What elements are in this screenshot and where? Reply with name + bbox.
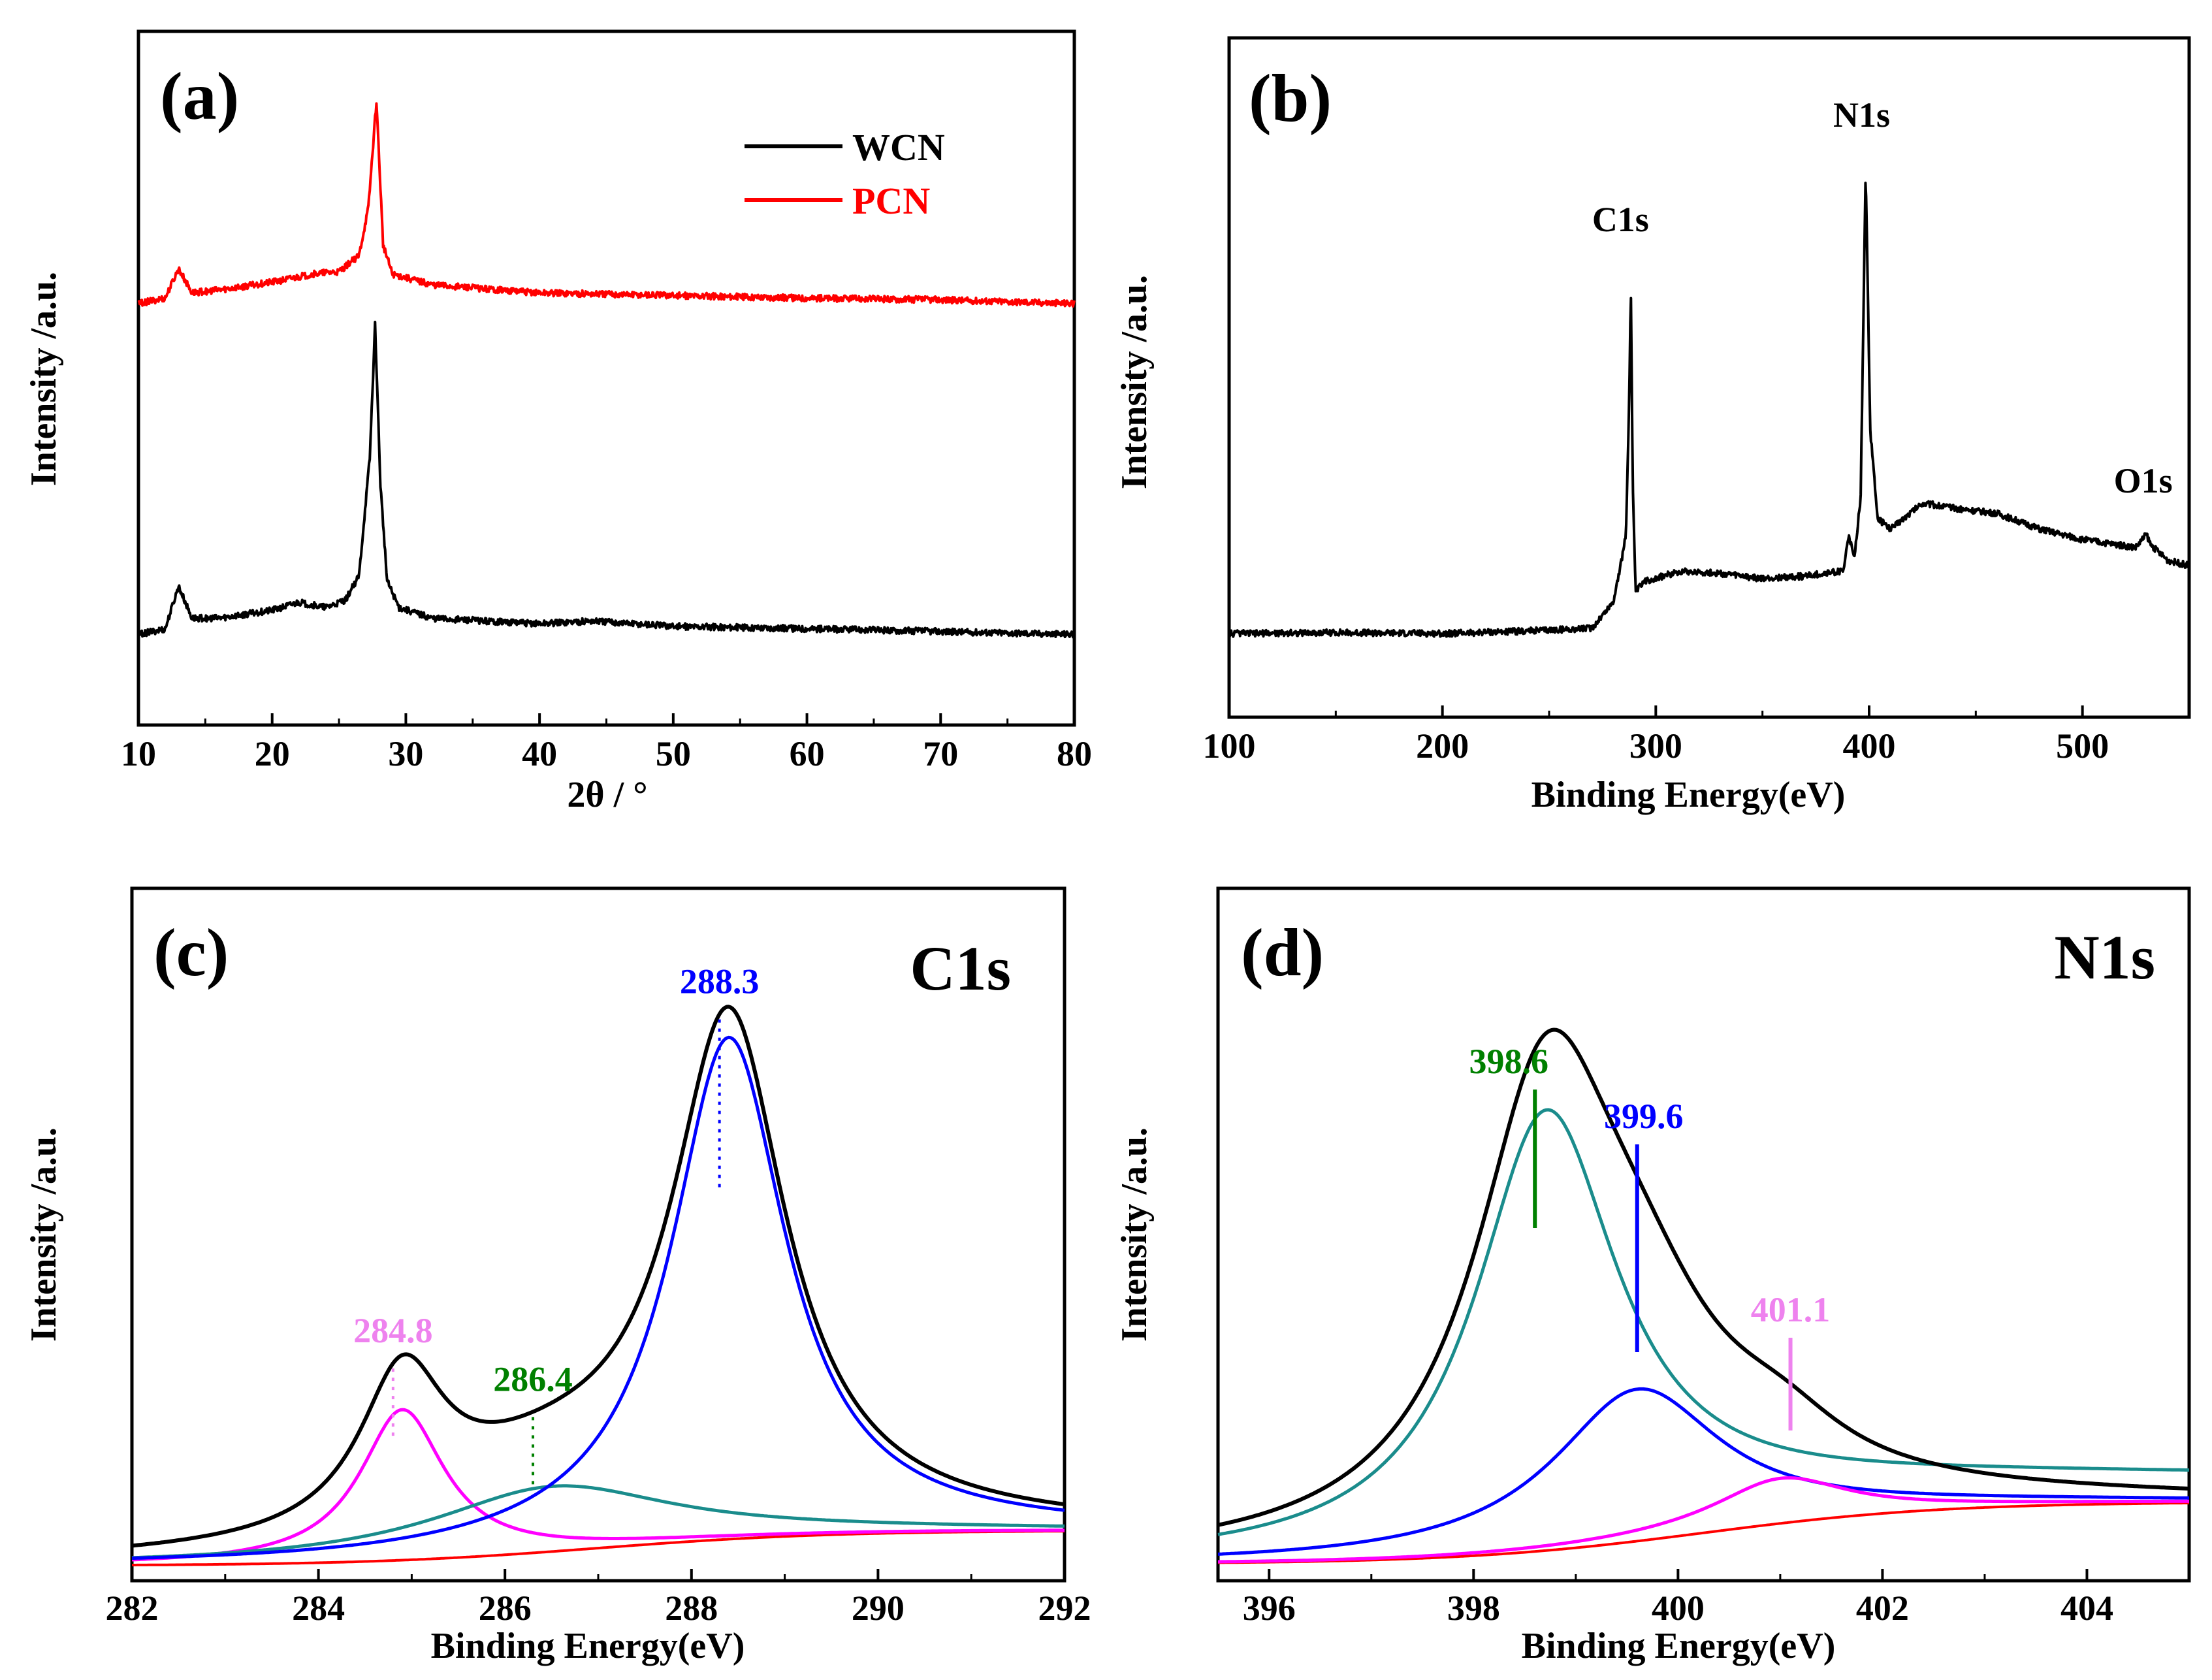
- x-tick-label: 400: [1843, 726, 1896, 766]
- series-line-survey: [1228, 182, 2190, 638]
- background-line: [1218, 1502, 2189, 1564]
- panel-d-letter: (d): [1241, 915, 1324, 990]
- x-tick-label: 70: [923, 734, 958, 773]
- series-line-pcn: [137, 102, 1076, 308]
- panel-c-y-axis-title: Intensity /a.u.: [24, 1127, 64, 1342]
- x-tick-label: 20: [255, 734, 290, 773]
- panel-b-x-axis-title: Binding Energy(eV): [1531, 775, 1846, 815]
- component-c-c: [131, 1408, 1065, 1562]
- x-tick-label: 300: [1629, 726, 1682, 766]
- component-n-c-3: [1217, 1387, 2189, 1556]
- legend-label-wcn: WCN: [852, 126, 945, 169]
- peak-label-398-6: 398.6: [1469, 1042, 1548, 1081]
- component-c-n: [131, 1484, 1065, 1560]
- panel-c-c1s: 282 284 286 288 290 292 284.8 286.4 288.3 (c) C…: [24, 886, 1091, 1666]
- peak-label-401-1: 401.1: [1751, 1290, 1831, 1329]
- panel-d-title: N1s: [2054, 922, 2155, 992]
- panel-d-y-axis-title: Intensity /a.u.: [1114, 1127, 1155, 1342]
- peak-label-399-6: 399.6: [1604, 1097, 1684, 1136]
- peak-annotation-c1s: C1s: [1592, 200, 1649, 239]
- x-tick-label: 30: [388, 734, 423, 773]
- x-tick-label: 290: [852, 1589, 905, 1628]
- x-tick-label: 100: [1203, 726, 1256, 766]
- panel-b-tick-labels: 100 200 300 400 500: [1203, 705, 2109, 766]
- x-tick-label: 404: [2060, 1589, 2113, 1628]
- x-tick-label: 286: [479, 1589, 532, 1628]
- panel-d-peak-annotations: 398.6 399.6 401.1: [1469, 1042, 1830, 1430]
- x-tick-label: 10: [121, 734, 156, 773]
- panel-a-tick-labels: 10 20 30 40 50 60 70 80: [121, 713, 1092, 773]
- panel-b-y-axis-title: Intensity /a.u.: [1114, 275, 1155, 489]
- x-tick-label: 282: [106, 1589, 159, 1628]
- x-tick-label: 60: [790, 734, 825, 773]
- x-tick-label: 400: [1652, 1589, 1705, 1628]
- panel-b-lines: [1228, 182, 2190, 638]
- panel-a-lines: [137, 102, 1076, 639]
- x-tick-label: 398: [1447, 1589, 1500, 1628]
- x-tick-label: 500: [2056, 726, 2109, 766]
- panel-d-plot-frame: [1216, 886, 2191, 1583]
- x-tick-label: 402: [1856, 1589, 1909, 1628]
- x-tick-label: 200: [1416, 726, 1469, 766]
- panel-d-x-axis-title: Binding Energy(eV): [1522, 1626, 1836, 1666]
- envelope-line: [131, 1005, 1065, 1548]
- component-c-n-c: [1217, 1108, 2190, 1536]
- component-n-c-n: [131, 1035, 1065, 1560]
- panel-c-title: C1s: [910, 933, 1011, 1003]
- x-tick-label: 284: [292, 1589, 345, 1628]
- panel-a-legend: WCN PCN: [745, 126, 945, 222]
- panel-a-x-axis-title: 2θ / °: [567, 775, 647, 815]
- panel-b-xps-survey: 100 200 300 400 500 C1s N1s O1s (b) Binding En…: [1114, 36, 2191, 815]
- legend-label-pcn: PCN: [852, 180, 930, 222]
- x-tick-label: 396: [1243, 1589, 1296, 1628]
- series-line-wcn: [137, 321, 1076, 639]
- peak-annotation-n1s: N1s: [1833, 95, 1890, 135]
- panel-c-letter: (c): [153, 915, 229, 990]
- panel-b-peak-annotations: C1s N1s O1s: [1592, 95, 2173, 500]
- panel-c-x-axis-title: Binding Energy(eV): [431, 1626, 745, 1666]
- x-tick-label: 40: [522, 734, 557, 773]
- panel-d-lines: [1217, 1027, 2190, 1564]
- panel-b-plot-frame: [1227, 36, 2191, 719]
- x-tick-label: 80: [1057, 734, 1092, 773]
- panel-b-letter: (b): [1249, 61, 1332, 136]
- x-tick-label: 50: [656, 734, 691, 773]
- panel-c-peak-annotations: 284.8 286.4 288.3: [353, 962, 759, 1489]
- peak-label-284-8: 284.8: [353, 1311, 433, 1350]
- peak-annotation-o1s: O1s: [2114, 461, 2173, 500]
- panel-a-xrd: 10 20 30 40 50 60 70 80 (a) 2θ / ° Intensity /a…: [24, 29, 1092, 815]
- x-tick-label: 288: [665, 1589, 718, 1628]
- panel-d-tick-labels: 396 398 400 402 404: [1243, 1569, 2113, 1628]
- panel-c-lines: [131, 1005, 1065, 1566]
- component-c-n-h: [1218, 1476, 2189, 1564]
- x-tick-label: 292: [1038, 1589, 1091, 1628]
- panel-c-tick-labels: 282 284 286 288 290 292: [106, 1569, 1091, 1628]
- envelope-line: [1217, 1027, 2190, 1527]
- peak-label-286-4: 286.4: [493, 1359, 573, 1398]
- panel-a-letter: (a): [160, 59, 239, 134]
- panel-a-y-axis-title: Intensity /a.u.: [24, 272, 64, 486]
- peak-label-288-3: 288.3: [680, 962, 760, 1001]
